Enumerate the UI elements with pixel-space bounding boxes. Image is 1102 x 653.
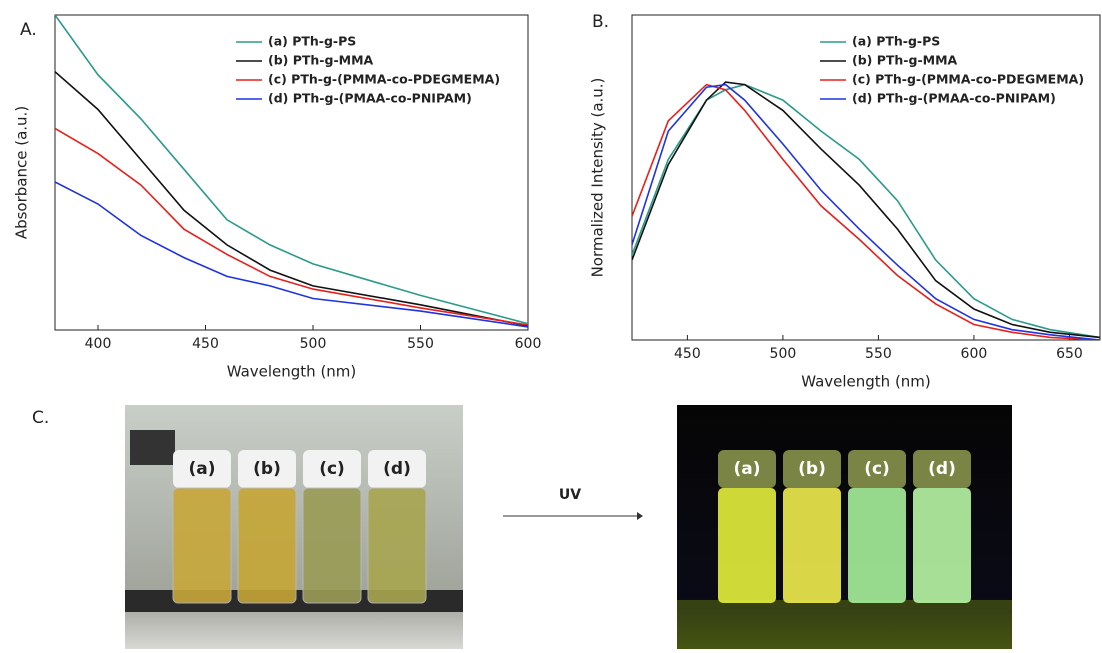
vial-cap xyxy=(783,450,841,488)
legend-label: (d) PTh-g-(PMAA-co-PNIPAM) xyxy=(268,91,472,106)
vial-cap xyxy=(368,450,426,488)
plot-frame xyxy=(54,14,529,331)
vial-body xyxy=(302,487,362,604)
x-tick-label: 600 xyxy=(961,346,988,362)
x-tick-label: 450 xyxy=(674,346,701,362)
vial-body xyxy=(913,488,971,603)
vial-body xyxy=(172,487,232,604)
vial-label: (a) xyxy=(188,459,215,479)
x-tick-label: 550 xyxy=(865,346,892,362)
y-axis-label: Absorbance (a.u.) xyxy=(13,106,31,239)
vial-label: (a) xyxy=(733,459,760,479)
series-line xyxy=(55,181,528,328)
y-axis-label: Normalized Intensity (a.u.) xyxy=(589,78,607,278)
vial-cap xyxy=(718,450,776,488)
legend-label: (c) PTh-g-(PMMA-co-PDEGMEMA) xyxy=(852,72,1084,87)
panel-label: A. xyxy=(20,20,37,40)
vial-cap xyxy=(173,450,231,488)
x-tick-label: 500 xyxy=(770,346,797,362)
x-tick-label: 500 xyxy=(300,336,327,352)
vial-body xyxy=(718,488,776,603)
panel-label: C. xyxy=(32,408,49,428)
vial-cap xyxy=(913,450,971,488)
vial-label: (b) xyxy=(253,459,281,479)
vial-label: (b) xyxy=(798,459,826,479)
series-line xyxy=(632,83,1100,339)
x-axis-label: Wavelength (nm) xyxy=(801,373,931,391)
vial-label: (c) xyxy=(319,459,345,479)
legend-label: (c) PTh-g-(PMMA-co-PDEGMEMA) xyxy=(268,72,500,87)
vial-cap xyxy=(303,450,361,488)
series-line xyxy=(55,71,528,327)
arrow-head xyxy=(637,512,643,520)
panel-label: B. xyxy=(592,12,609,32)
x-tick-label: 400 xyxy=(85,336,112,352)
x-tick-label: 600 xyxy=(515,336,542,352)
x-axis-label: Wavelength (nm) xyxy=(227,363,357,381)
plot-frame xyxy=(631,14,1101,341)
vial-body xyxy=(848,488,906,603)
vial-body xyxy=(783,488,841,603)
series-line xyxy=(55,15,528,325)
series-line xyxy=(55,127,528,326)
legend-label: (b) PTh-g-MMA xyxy=(852,53,958,68)
x-tick-label: 650 xyxy=(1056,346,1083,362)
vial-cap xyxy=(238,450,296,488)
x-tick-label: 550 xyxy=(407,336,434,352)
x-tick-label: 450 xyxy=(192,336,219,352)
legend-label: (b) PTh-g-MMA xyxy=(268,53,374,68)
legend-label: (a) PTh-g-PS xyxy=(852,34,940,49)
vial-body xyxy=(237,487,297,604)
series-line xyxy=(632,83,1100,340)
legend-label: (d) PTh-g-(PMAA-co-PNIPAM) xyxy=(852,91,1056,106)
vial-body xyxy=(367,487,427,604)
series-line xyxy=(632,83,1100,340)
uv-label: UV xyxy=(559,487,581,503)
legend-label: (a) PTh-g-PS xyxy=(268,34,356,49)
vial-label: (d) xyxy=(928,459,956,479)
vial-label: (c) xyxy=(864,459,890,479)
vial-label: (d) xyxy=(383,459,411,479)
vial-cap xyxy=(848,450,906,488)
series-line xyxy=(632,81,1100,339)
